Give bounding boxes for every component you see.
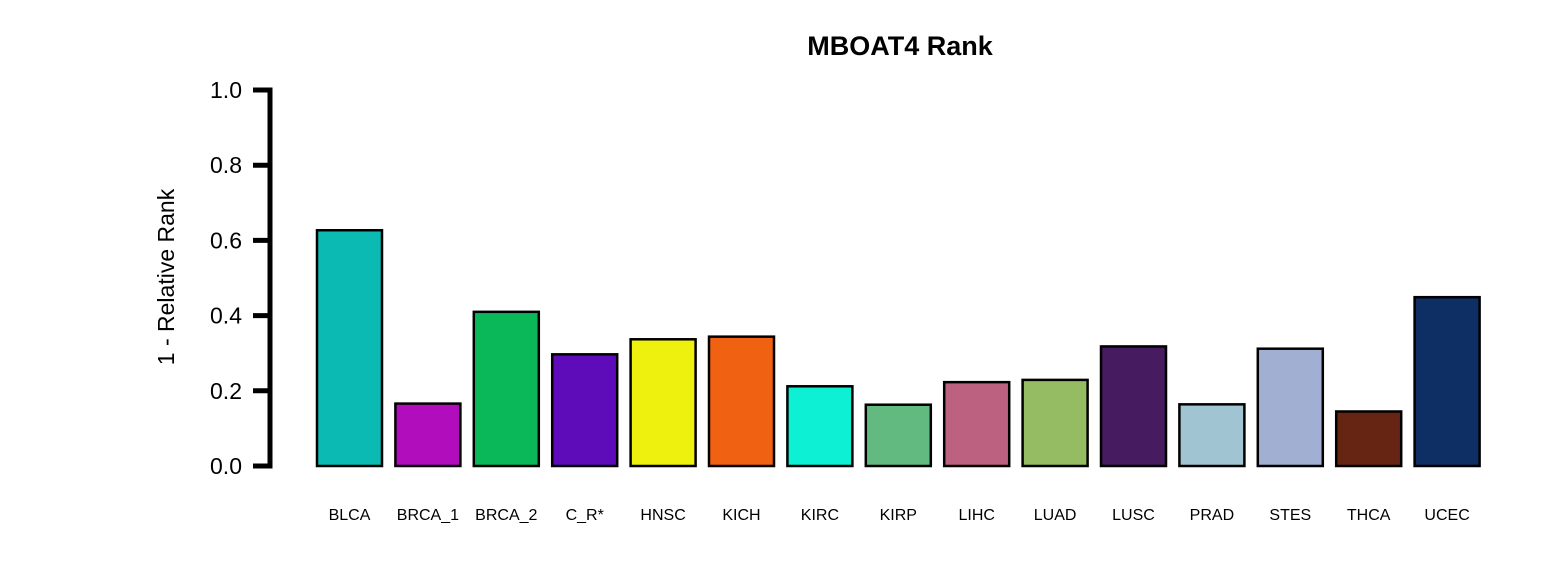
y-tick-label: 0.2 (210, 378, 242, 404)
x-tick-labels: BLCA BRCA_1 BRCA_2 C_R* HNSC KICH KIRC KIRP LIHC… (329, 507, 1470, 524)
x-tick-label: STES (1269, 507, 1311, 524)
bar-prad (1178, 403, 1246, 468)
x-tick-label: BLCA (329, 507, 371, 524)
bar-c-r (550, 353, 619, 468)
bar-kirc (786, 385, 854, 468)
x-tick-label: LUSC (1112, 507, 1155, 524)
y-tick-label: 0.6 (210, 227, 242, 253)
x-tick-label: KICH (722, 507, 760, 524)
bar-luad (1021, 378, 1089, 468)
bar-lihc (942, 380, 1011, 468)
bar-blca (315, 228, 384, 468)
x-tick-label: KIRP (880, 507, 917, 524)
bar-brca-1 (394, 402, 462, 468)
x-tick-label: BRCA_1 (397, 507, 459, 524)
x-tick-label: UCEC (1424, 507, 1469, 524)
y-tick-label: 1.0 (210, 77, 242, 103)
x-tick-label: BRCA_2 (475, 507, 537, 524)
bars-group (315, 228, 1481, 468)
x-tick-label: PRAD (1190, 507, 1234, 524)
x-tick-label: LIHC (958, 507, 994, 524)
y-tick-label: 0.4 (210, 303, 242, 329)
bar-ucec (1413, 295, 1481, 468)
bar-kich (707, 335, 776, 468)
y-axis-label: 1 - Relative Rank (153, 188, 179, 365)
bar-thca (1334, 410, 1403, 468)
bar-lusc (1099, 345, 1168, 468)
x-tick-label: KIRC (801, 507, 839, 524)
bar-stes (1256, 347, 1325, 468)
chart-title: MBOAT4 Rank (807, 31, 994, 61)
bar-brca-2 (472, 310, 541, 468)
y-tick-label: 0.8 (210, 152, 242, 178)
y-tick-label: 0.0 (210, 453, 242, 479)
y-axis: 0.0 0.2 0.4 0.6 0.8 1.0 (210, 77, 273, 479)
x-tick-label: C_R* (566, 507, 604, 524)
x-tick-label: HNSC (640, 507, 685, 524)
x-tick-label: THCA (1347, 507, 1391, 524)
x-tick-label: LUAD (1034, 507, 1077, 524)
bar-hnsc (629, 338, 697, 468)
bar-kirp (864, 403, 933, 468)
